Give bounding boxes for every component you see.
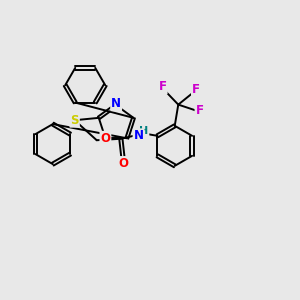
Text: N: N [134, 129, 143, 142]
Text: F: F [192, 83, 200, 96]
Text: S: S [70, 114, 79, 127]
Text: O: O [118, 157, 128, 170]
Text: F: F [159, 80, 167, 93]
Text: O: O [100, 132, 110, 145]
Text: F: F [196, 104, 203, 117]
Text: H: H [139, 126, 148, 136]
Text: N: N [111, 97, 121, 110]
